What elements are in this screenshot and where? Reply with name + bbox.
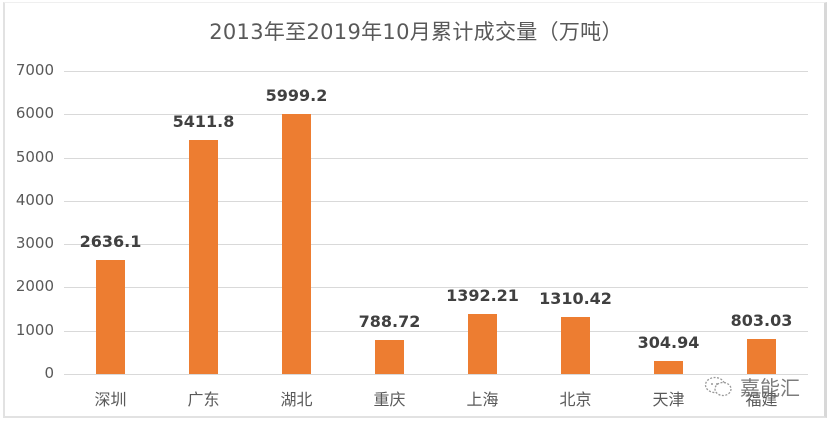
y-tick-label: 6000 xyxy=(15,104,54,123)
y-tick-label: 7000 xyxy=(15,61,54,79)
x-tick-label: 北京 xyxy=(559,390,592,409)
x-tick-label: 深圳 xyxy=(94,390,127,409)
x-tick-label: 湖北 xyxy=(280,390,313,409)
y-tick-label: 0 xyxy=(44,364,54,382)
data-label: 5999.2 xyxy=(265,86,328,106)
y-tick-label: 2000 xyxy=(15,277,54,296)
x-tick-label: 天津 xyxy=(652,390,685,409)
gridline xyxy=(64,330,808,332)
bar xyxy=(747,339,776,374)
gridline xyxy=(64,244,808,246)
bar xyxy=(96,259,125,374)
chart-title: 2013年至2019年10月累计成交量（万吨） xyxy=(209,20,623,44)
data-label: 304.94 xyxy=(637,332,700,352)
gridline xyxy=(64,157,808,159)
data-label: 2636.1 xyxy=(79,231,142,251)
watermark-text: 嘉能汇 xyxy=(740,376,800,400)
wechat-icon xyxy=(704,376,732,396)
bar xyxy=(561,317,590,374)
data-label: 5411.8 xyxy=(172,111,235,131)
x-tick-label: 广东 xyxy=(187,390,220,409)
bar xyxy=(189,139,218,374)
bar xyxy=(654,360,683,374)
x-tick-label: 上海 xyxy=(466,390,499,409)
gridline xyxy=(64,374,808,375)
y-tick-label: 3000 xyxy=(15,234,54,253)
data-label: 1392.21 xyxy=(446,285,519,305)
gridline xyxy=(64,287,808,289)
bar xyxy=(468,313,497,374)
gridline xyxy=(64,200,808,202)
data-label: 788.72 xyxy=(358,311,421,331)
gridline xyxy=(64,71,808,72)
data-label: 803.03 xyxy=(730,311,793,331)
bar xyxy=(282,114,311,374)
x-tick-label: 重庆 xyxy=(373,390,406,409)
watermark: 嘉能汇 xyxy=(704,372,800,401)
x-tick-label: 福建 xyxy=(745,390,778,409)
y-tick-label: 1000 xyxy=(15,320,54,339)
y-tick-label: 5000 xyxy=(15,147,54,166)
y-tick-label: 4000 xyxy=(15,190,54,209)
chart-frame xyxy=(3,2,827,418)
bar xyxy=(375,339,404,374)
plot-area: 2636.1 5411.8 5999.2 788.72 1392.21 1310.42 30… xyxy=(64,71,808,375)
data-label: 1310.42 xyxy=(539,289,612,309)
gridline xyxy=(64,114,808,116)
